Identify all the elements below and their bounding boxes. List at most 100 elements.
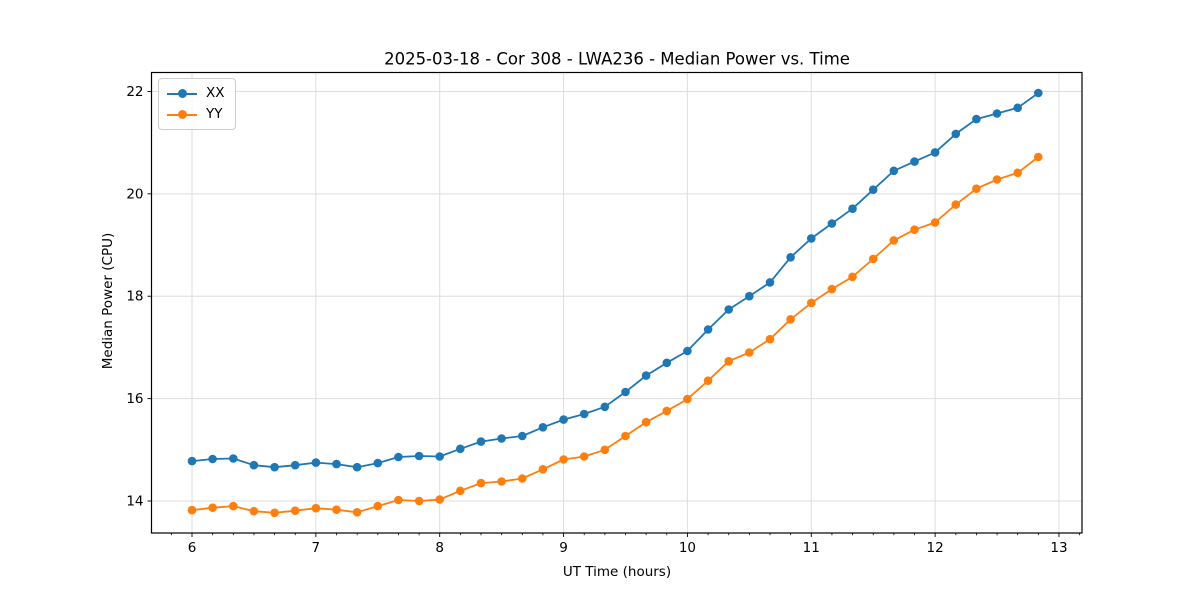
data-point [662,406,672,416]
data-point [456,444,465,454]
data-point [992,109,1002,118]
data-point [662,358,672,368]
data-point [579,409,589,419]
data-point [435,495,445,504]
data-point [332,505,341,514]
data-point [187,456,197,466]
legend-marker-xx-icon [167,89,197,98]
data-point [332,459,341,469]
data-point [972,114,981,124]
x-tick-label: 9 [559,540,568,556]
series-yy-points [187,152,1043,518]
data-point [518,474,527,483]
legend-label-xx: XX [206,84,225,101]
data-point [1034,152,1043,162]
data-point [827,284,837,294]
x-axis: 6 7 8 9 10 11 12 13 [188,533,1068,556]
data-point [930,148,940,157]
x-axis-minor-ticks [170,533,1081,536]
data-point [249,506,259,516]
data-point [745,348,754,357]
data-point [641,371,651,380]
data-point [538,423,548,432]
data-point [435,452,445,461]
data-point [724,356,733,366]
data-point [270,508,279,518]
data-point [559,415,568,424]
data-point [456,486,465,496]
data-point [600,445,610,455]
data-point [889,236,899,245]
data-point [538,465,548,474]
data-point [187,505,197,515]
data-point [951,200,961,209]
data-point [208,503,217,512]
x-axis-label: UT Time (hours) [562,564,672,580]
data-point [208,454,217,464]
data-point [703,325,713,334]
data-point [786,315,795,324]
x-tick-label: 11 [803,540,820,556]
data-point [229,501,238,511]
data-point [765,334,775,344]
legend-item-xx: XX [167,83,225,104]
series-xx-points [187,88,1043,472]
data-point [600,402,610,412]
data-point [992,175,1002,184]
series-xx-line [191,92,1039,469]
data-point [703,376,713,386]
data-point [951,129,961,139]
data-point [497,477,506,486]
data-point [1034,88,1043,98]
y-axis: 14 16 18 20 22 [126,84,152,510]
grid [151,72,1082,533]
data-point [1013,103,1022,113]
data-point [270,462,279,472]
data-point [249,460,259,470]
x-tick-label: 8 [435,540,444,556]
data-point [394,452,403,462]
data-point [930,218,940,227]
data-point [868,185,878,194]
data-point [765,278,775,287]
plot-frame [150,71,1083,534]
data-point [579,452,589,461]
chart-title: 2025-03-18 - Cor 308 - LWA236 - Median P… [384,49,850,69]
legend: XX YY [158,78,236,130]
data-point [889,166,899,176]
data-point [229,454,238,463]
data-point [827,219,837,228]
data-point [559,455,568,464]
data-point [476,437,486,446]
data-point [683,346,692,356]
data-point [972,184,981,193]
data-point [394,495,403,505]
data-point [848,204,857,213]
data-point [518,431,527,441]
data-point [352,508,362,517]
x-tick-label: 10 [679,540,696,556]
data-point [641,417,651,427]
data-point [848,272,857,282]
data-point [497,434,506,443]
x-tick-label: 13 [1050,540,1067,556]
data-point [1013,168,1022,178]
series-yy-line [191,156,1039,514]
data-point [621,431,630,441]
data-point [910,157,919,166]
y-tick-label: 16 [126,391,143,407]
data-point [352,462,362,472]
data-point [621,387,630,397]
data-point [311,503,321,513]
x-tick-label: 6 [188,540,197,556]
y-tick-label: 20 [126,186,143,202]
data-point [786,252,795,262]
data-point [683,394,692,404]
legend-item-yy: YY [167,104,225,125]
data-point [414,496,424,506]
data-point [807,298,816,308]
legend-label-yy: YY [206,105,223,122]
data-point [414,451,424,461]
data-point [373,501,383,511]
